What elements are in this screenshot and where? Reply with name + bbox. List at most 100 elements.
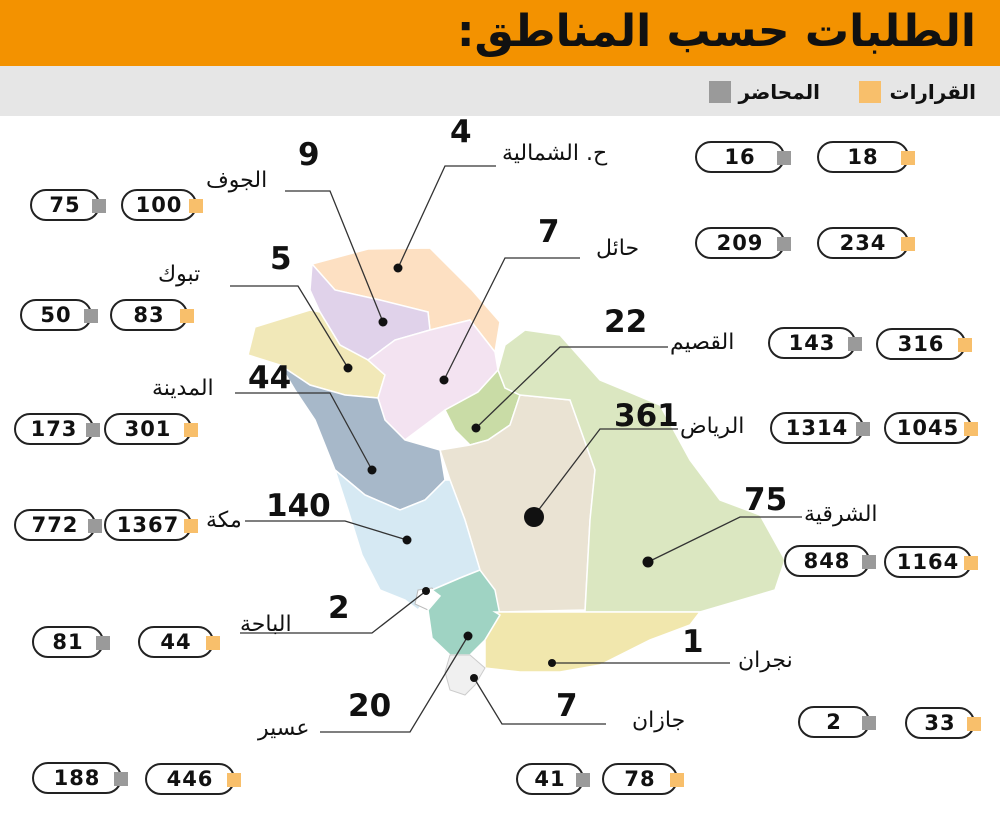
orange-square-icon xyxy=(184,423,198,437)
region-requests-riyadh: 361 xyxy=(614,398,679,434)
gray-square-icon xyxy=(862,716,876,730)
gray-square-icon xyxy=(86,423,100,437)
decisions-pill-baha: 44 xyxy=(138,626,220,658)
decisions-pill-riyadh: 1045 xyxy=(884,412,978,444)
region-requests-asir: 20 xyxy=(348,688,392,724)
leader-jazan xyxy=(473,677,606,725)
orange-square-icon xyxy=(180,309,194,323)
decisions-pill-madinah: 301 xyxy=(104,413,198,445)
records-value: 848 xyxy=(803,549,851,573)
marker-northern xyxy=(393,263,403,273)
title-bar: الطلبات حسب المناطق: xyxy=(0,0,1000,66)
marker-najran xyxy=(548,659,556,667)
decisions-pill-hail: 234 xyxy=(817,227,915,259)
region-requests-jouf: 9 xyxy=(298,137,320,173)
gray-square-icon xyxy=(708,81,731,103)
gray-square-icon xyxy=(114,772,128,786)
leader-jouf xyxy=(285,190,384,323)
records-value: 16 xyxy=(724,145,756,169)
marker-hail xyxy=(439,375,449,385)
region-name-jouf: الجوف xyxy=(206,168,268,193)
region-requests-najran: 1 xyxy=(682,624,704,660)
decisions-value: 18 xyxy=(847,145,879,169)
leader-eastern xyxy=(647,516,802,563)
marker-eastern xyxy=(642,556,654,568)
region-name-eastern: الشرقية xyxy=(804,502,878,527)
decisions-value: 316 xyxy=(897,332,945,356)
decisions-value: 100 xyxy=(135,193,183,217)
region-name-najran: نجران xyxy=(738,648,793,673)
leader-madinah xyxy=(235,392,373,471)
region-requests-qassim: 22 xyxy=(604,304,648,340)
leader-asir xyxy=(320,635,469,733)
region-name-baha: الباحة xyxy=(240,612,292,637)
legend-records: المحاضر xyxy=(708,80,820,104)
records-value: 1314 xyxy=(785,416,849,440)
records-pill-madinah: 173 xyxy=(14,413,100,445)
region-requests-tabuk: 5 xyxy=(270,241,292,277)
decisions-pill-eastern: 1164 xyxy=(884,546,978,578)
records-pill-najran: 2 xyxy=(798,706,876,738)
decisions-pill-najran: 33 xyxy=(905,707,981,739)
records-pill-jouf: 75 xyxy=(30,189,106,221)
orange-square-icon xyxy=(859,81,882,103)
region-requests-hail: 7 xyxy=(538,214,560,250)
decisions-value: 301 xyxy=(124,417,172,441)
marker-makkah xyxy=(402,535,412,545)
records-pill-riyadh: 1314 xyxy=(770,412,870,444)
gray-square-icon xyxy=(84,309,98,323)
records-pill-asir: 188 xyxy=(32,762,128,794)
region-name-hail: حائل xyxy=(596,236,640,261)
gray-square-icon xyxy=(848,337,862,351)
decisions-value: 1164 xyxy=(896,550,960,574)
records-value: 41 xyxy=(534,767,566,791)
gray-square-icon xyxy=(96,636,110,650)
orange-square-icon xyxy=(189,199,203,213)
leader-hail xyxy=(443,257,580,381)
decisions-value: 33 xyxy=(924,711,956,735)
orange-square-icon xyxy=(958,338,972,352)
orange-square-icon xyxy=(901,151,915,165)
orange-square-icon xyxy=(206,636,220,650)
saudi-regions-map xyxy=(230,165,802,733)
orange-square-icon xyxy=(964,556,978,570)
gray-square-icon xyxy=(88,519,102,533)
leader-makkah xyxy=(245,520,408,541)
decisions-pill-makkah: 1367 xyxy=(104,509,198,541)
region-requests-baha: 2 xyxy=(328,590,350,626)
orange-square-icon xyxy=(967,717,981,731)
orange-square-icon xyxy=(964,422,978,436)
region-name-asir: عسير xyxy=(258,716,310,741)
decisions-value: 78 xyxy=(624,767,656,791)
leader-tabuk xyxy=(230,285,349,369)
map-region-najran xyxy=(484,611,702,673)
records-value: 2 xyxy=(826,710,842,734)
orange-square-icon xyxy=(901,237,915,251)
marker-jazan xyxy=(470,674,478,682)
map-region-jazan xyxy=(444,654,486,696)
region-requests-eastern: 75 xyxy=(744,482,788,518)
region-name-tabuk: تبوك xyxy=(158,262,201,287)
decisions-pill-jazan: 78 xyxy=(602,763,684,795)
records-pill-eastern: 848 xyxy=(784,545,876,577)
decisions-pill-asir: 446 xyxy=(145,763,241,795)
legend-decisions-label: القرارات xyxy=(889,80,976,104)
records-pill-qassim: 143 xyxy=(768,327,862,359)
legend: القرارات المحاضر xyxy=(0,66,1000,116)
records-pill-makkah: 772 xyxy=(14,509,102,541)
gray-square-icon xyxy=(862,555,876,569)
region-requests-northern: 4 xyxy=(450,114,472,150)
decisions-pill-jouf: 100 xyxy=(121,189,203,221)
marker-baha xyxy=(422,587,430,595)
decisions-value: 83 xyxy=(133,303,165,327)
region-name-jazan: جازان xyxy=(632,708,686,733)
marker-asir xyxy=(463,631,473,641)
records-value: 772 xyxy=(31,513,79,537)
records-value: 81 xyxy=(52,630,84,654)
leader-riyadh xyxy=(533,428,678,517)
region-requests-jazan: 7 xyxy=(556,688,578,724)
marker-madinah xyxy=(367,465,377,475)
legend-decisions: القرارات xyxy=(859,80,976,104)
records-pill-northern: 16 xyxy=(695,141,791,173)
region-requests-madinah: 44 xyxy=(248,360,292,396)
